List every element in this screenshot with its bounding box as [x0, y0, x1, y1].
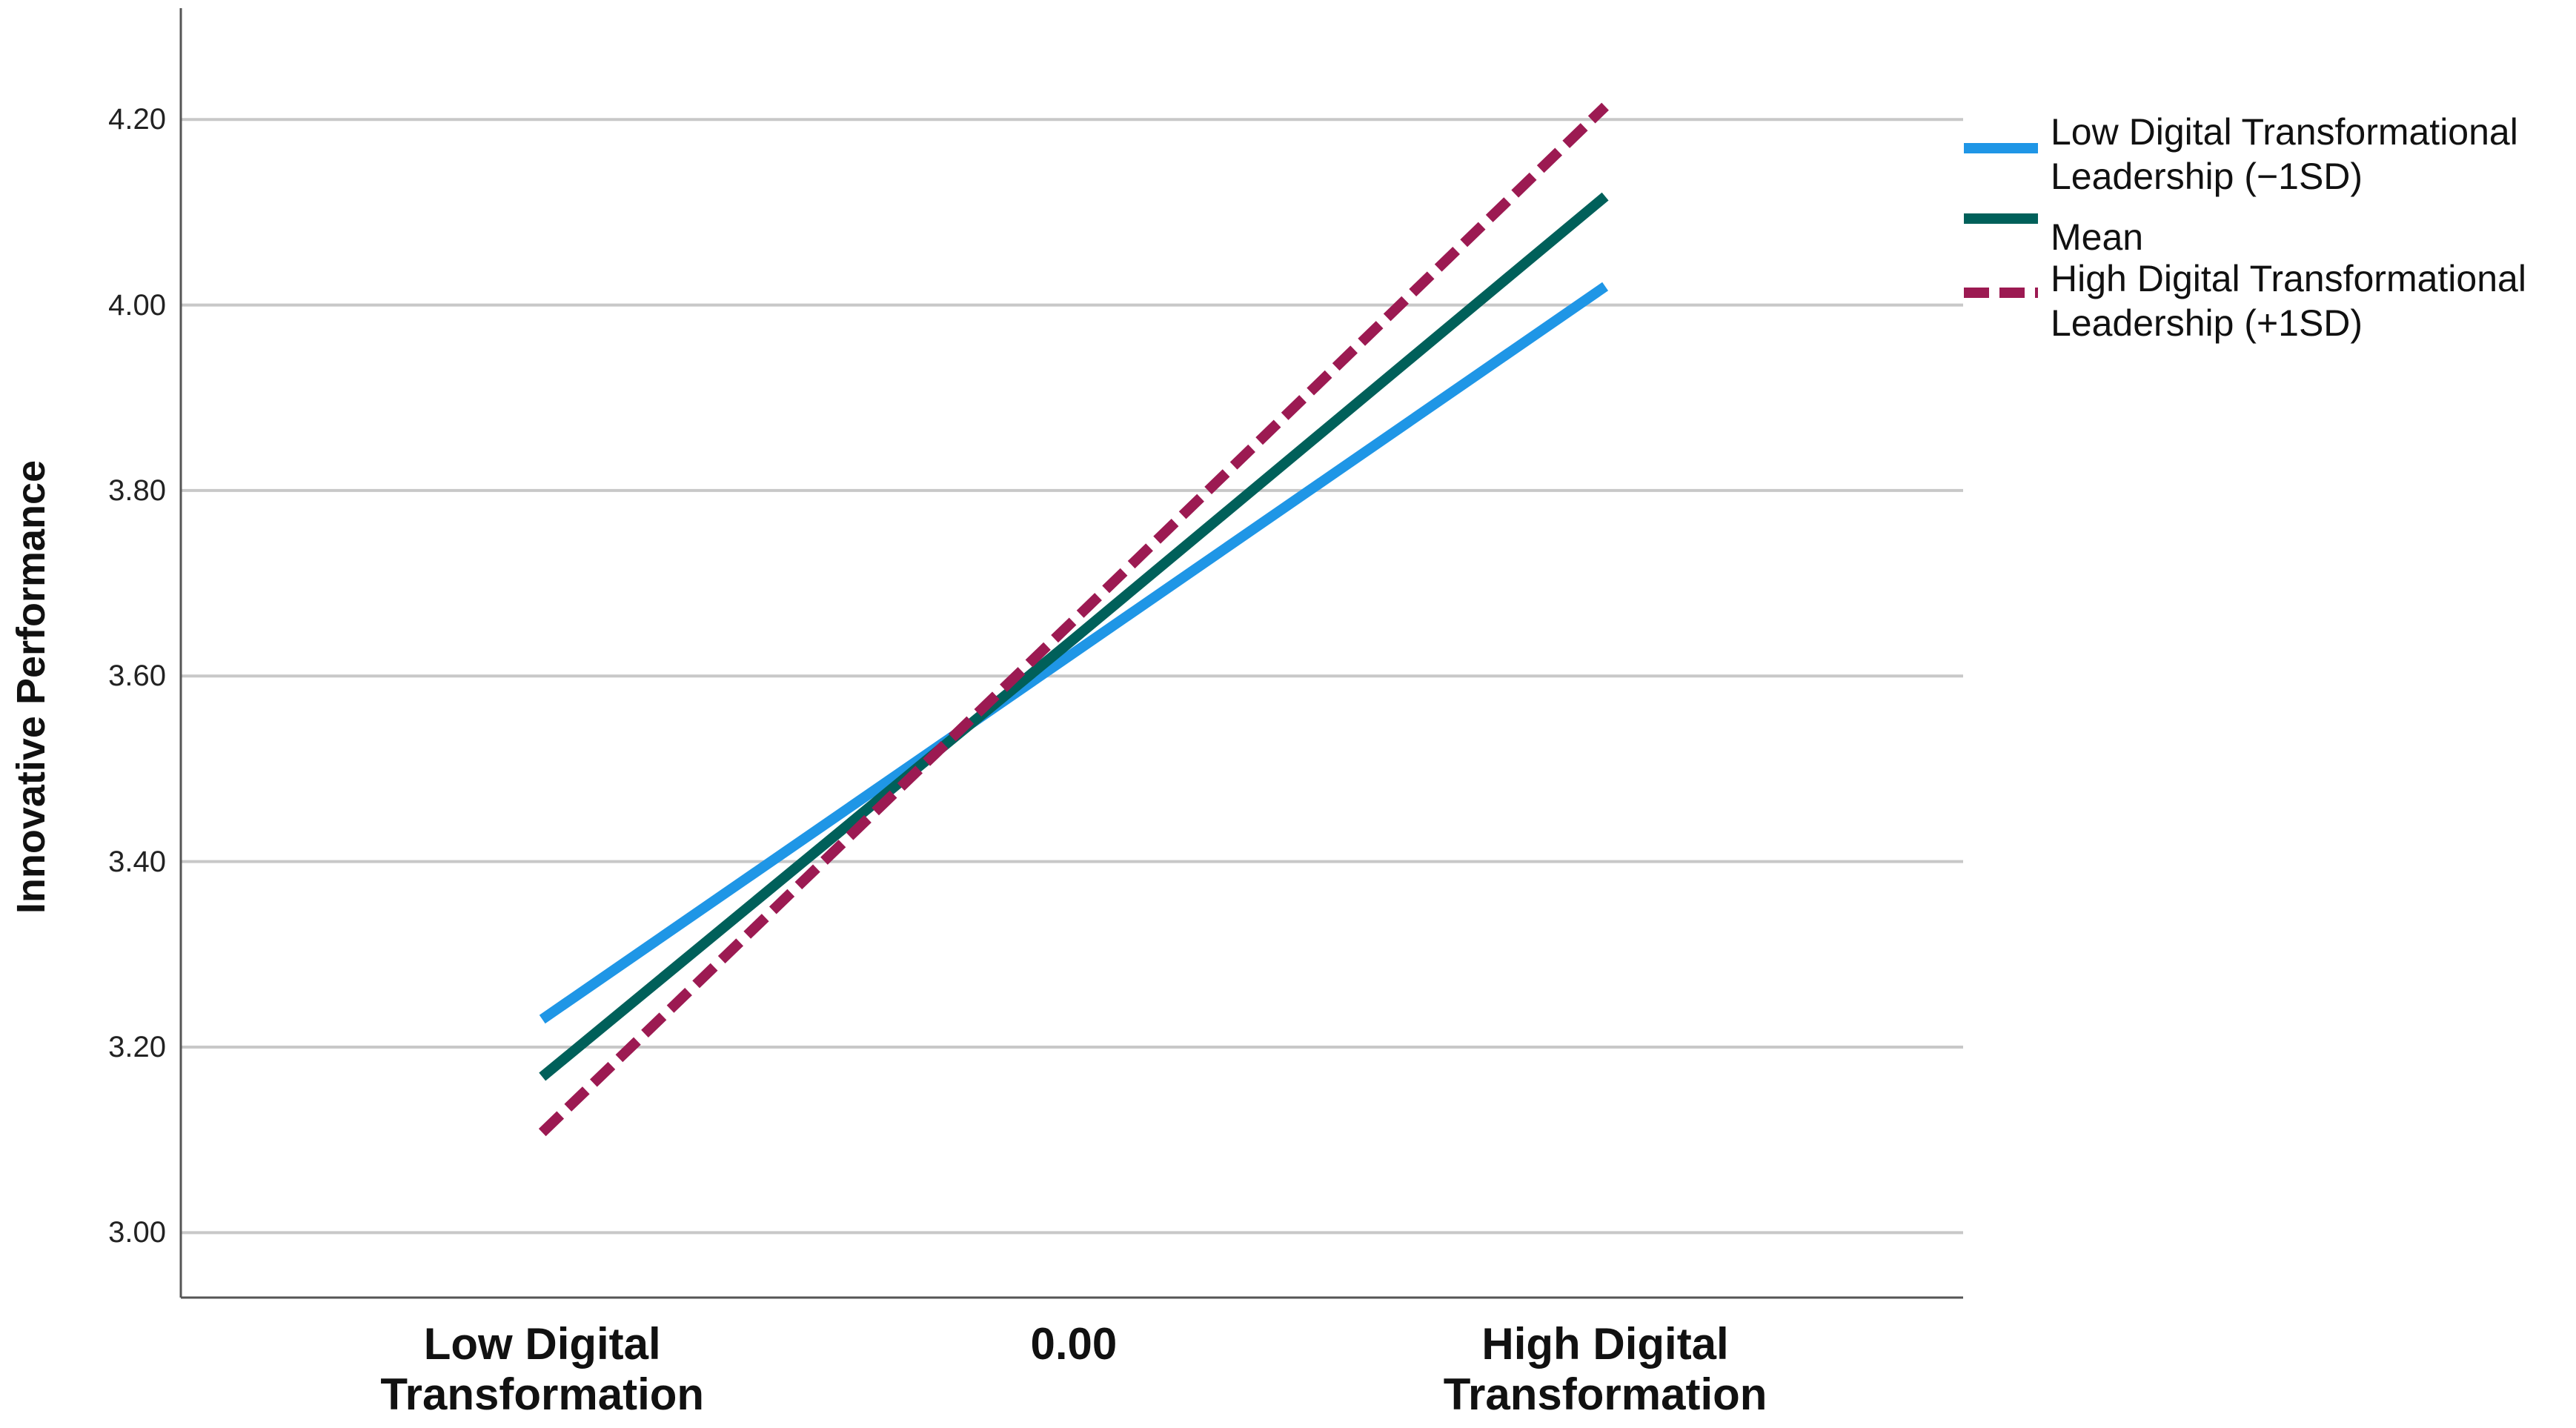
y-tick-label: 3.40 [108, 845, 166, 878]
legend-label: Mean [2051, 216, 2144, 258]
y-tick-label: 3.00 [108, 1216, 166, 1249]
series-line [539, 192, 1609, 1081]
y-tick-label: 3.60 [108, 660, 166, 693]
series-line [538, 102, 1609, 1137]
y-axis-title: Innovative Performance [9, 459, 53, 914]
legend-label: Low Digital Transformational Leadership … [2051, 111, 2518, 197]
y-tick-label: 4.00 [108, 288, 166, 322]
legend-label: High Digital Transformational Leadership… [2051, 258, 2526, 344]
x-tick-label: 0.00 [1030, 1319, 1118, 1369]
y-tick-label: 3.20 [108, 1031, 166, 1063]
y-tick-label: 4.20 [108, 103, 166, 136]
y-tick-label: 3.80 [108, 474, 166, 507]
x-tick-label: High Digital Transformation [1443, 1319, 1767, 1419]
x-tick-label: Low Digital Transformation [380, 1319, 705, 1419]
series-line [539, 282, 1609, 1024]
